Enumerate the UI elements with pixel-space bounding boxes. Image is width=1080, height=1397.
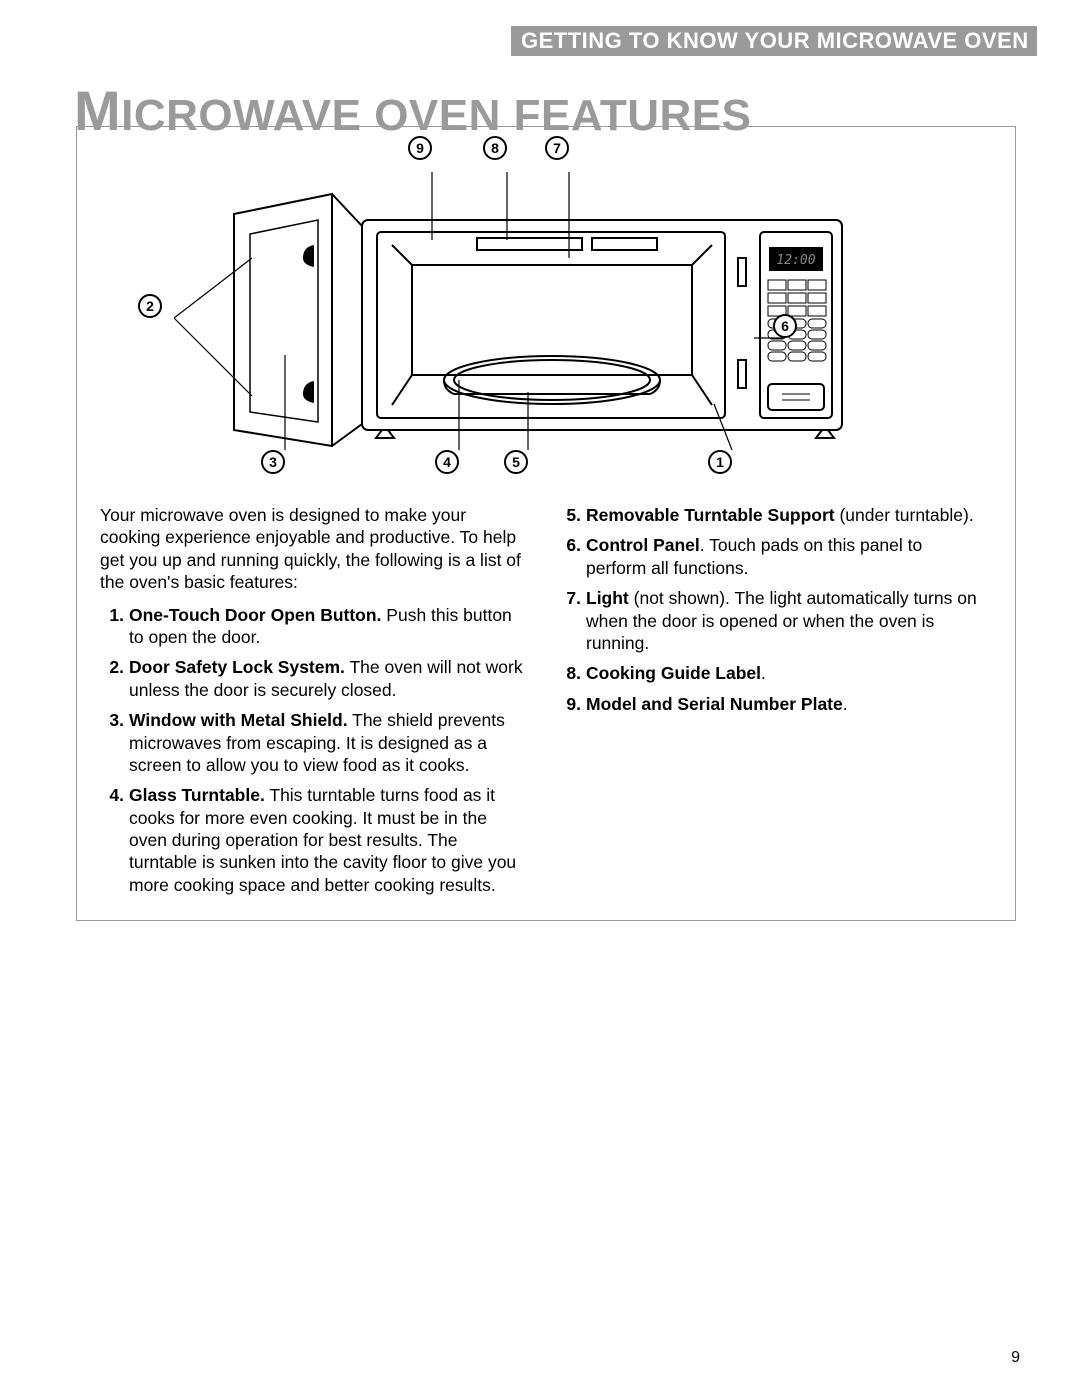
section-header: GETTING TO KNOW YOUR MICROWAVE OVEN xyxy=(511,26,1037,56)
callout-8: 8 xyxy=(483,136,507,160)
feature-item: 9.Model and Serial Number Plate. xyxy=(557,693,984,715)
callout-6: 6 xyxy=(773,314,797,338)
left-column: Your microwave oven is designed to make … xyxy=(100,504,527,904)
feature-item: 5.Removable Turntable Support (under tur… xyxy=(557,504,984,526)
feature-text: Door Safety Lock System. The oven will n… xyxy=(129,656,527,701)
feature-number: 8. xyxy=(557,662,581,684)
feature-text: Control Panel. Touch pads on this panel … xyxy=(586,534,984,579)
callout-7: 7 xyxy=(545,136,569,160)
feature-item: 1.One-Touch Door Open Button. Push this … xyxy=(100,604,527,649)
callout-4: 4 xyxy=(435,450,459,474)
feature-text: Model and Serial Number Plate. xyxy=(586,693,984,715)
right-column: 5.Removable Turntable Support (under tur… xyxy=(557,504,984,904)
feature-text: Light (not shown). The light automatical… xyxy=(586,587,984,654)
feature-number: 9. xyxy=(557,693,581,715)
features-left: 1.One-Touch Door Open Button. Push this … xyxy=(100,604,527,897)
callout-1: 1 xyxy=(708,450,732,474)
text-columns: Your microwave oven is designed to make … xyxy=(100,504,984,904)
feature-number: 2. xyxy=(100,656,124,701)
feature-number: 4. xyxy=(100,784,124,896)
intro-text: Your microwave oven is designed to make … xyxy=(100,504,527,594)
feature-number: 7. xyxy=(557,587,581,654)
feature-item: 7.Light (not shown). The light automatic… xyxy=(557,587,984,654)
feature-text: One-Touch Door Open Button. Push this bu… xyxy=(129,604,527,649)
feature-item: 8.Cooking Guide Label. xyxy=(557,662,984,684)
page-number: 9 xyxy=(1011,1349,1020,1367)
callout-9: 9 xyxy=(408,136,432,160)
feature-number: 3. xyxy=(100,709,124,776)
microwave-diagram: 12:00 xyxy=(82,130,1010,490)
feature-text: Window with Metal Shield. The shield pre… xyxy=(129,709,527,776)
features-right: 5.Removable Turntable Support (under tur… xyxy=(557,504,984,715)
feature-number: 1. xyxy=(100,604,124,649)
feature-text: Cooking Guide Label. xyxy=(586,662,984,684)
feature-item: 2.Door Safety Lock System. The oven will… xyxy=(100,656,527,701)
feature-text: Glass Turntable. This turntable turns fo… xyxy=(129,784,527,896)
callout-3: 3 xyxy=(261,450,285,474)
feature-number: 5. xyxy=(557,504,581,526)
feature-number: 6. xyxy=(557,534,581,579)
svg-text:12:00: 12:00 xyxy=(776,253,815,268)
feature-item: 6.Control Panel. Touch pads on this pane… xyxy=(557,534,984,579)
feature-item: 4.Glass Turntable. This turntable turns … xyxy=(100,784,527,896)
feature-text: Removable Turntable Support (under turnt… xyxy=(586,504,984,526)
feature-item: 3.Window with Metal Shield. The shield p… xyxy=(100,709,527,776)
callout-5: 5 xyxy=(504,450,528,474)
callout-2: 2 xyxy=(138,294,162,318)
